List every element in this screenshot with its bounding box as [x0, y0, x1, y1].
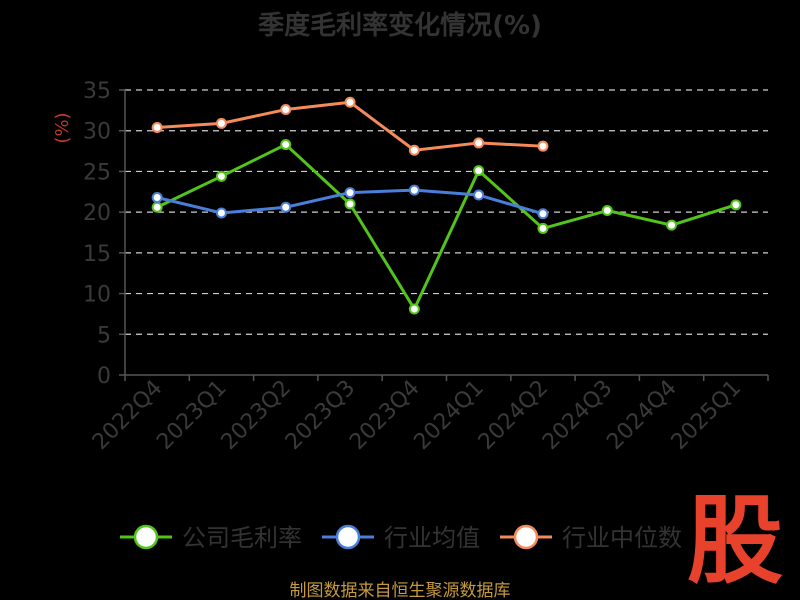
legend-marker	[133, 524, 159, 550]
legend-item-0[interactable]: 公司毛利率	[120, 524, 302, 552]
data-point[interactable]	[215, 117, 227, 129]
legend[interactable]: 公司毛利率 行业均值 行业中位数	[120, 524, 682, 552]
data-point[interactable]	[215, 170, 227, 182]
data-point[interactable]	[280, 139, 292, 151]
legend-item-2[interactable]: 行业中位数	[500, 524, 682, 552]
data-point[interactable]	[151, 201, 163, 213]
x-tick-label: 2024Q3	[538, 376, 617, 455]
x-tick-label: 2024Q2	[474, 376, 553, 455]
legend-item-1[interactable]: 行业均值	[322, 524, 480, 552]
chart-title: 季度毛利率变化情况(%)	[258, 10, 542, 41]
data-point[interactable]	[473, 165, 485, 177]
data-point[interactable]	[408, 303, 420, 315]
data-point[interactable]	[408, 144, 420, 156]
y-tick-labels: 0 5 10 15 20 25 30 35	[83, 79, 111, 389]
y-tick-label: 15	[83, 242, 111, 267]
y-tick-label: 20	[83, 201, 111, 226]
data-point[interactable]	[344, 187, 356, 199]
data-point[interactable]	[280, 201, 292, 213]
x-tick-label: 2023Q1	[152, 376, 231, 455]
x-tick-label: 2024Q4	[602, 376, 681, 455]
data-point[interactable]	[473, 137, 485, 149]
data-point[interactable]	[344, 198, 356, 210]
y-tick-label: 30	[83, 120, 111, 145]
data-point[interactable]	[280, 104, 292, 116]
data-point[interactable]	[344, 96, 356, 108]
x-tick-labels: 2022Q42023Q12023Q22023Q32023Q42024Q12024…	[88, 376, 746, 455]
data-point[interactable]	[601, 205, 613, 217]
data-source-note: 制图数据来自恒生聚源数据库	[290, 581, 511, 600]
x-tick-label: 2023Q2	[217, 376, 296, 455]
legend-marker	[513, 524, 539, 550]
legend-label: 行业中位数	[562, 524, 682, 552]
axes	[119, 89, 769, 381]
data-point[interactable]	[730, 199, 742, 211]
data-point[interactable]	[151, 121, 163, 133]
data-point[interactable]	[666, 219, 678, 231]
x-tick-label: 2023Q3	[281, 376, 360, 455]
legend-marker	[335, 524, 361, 550]
y-tick-label: 0	[97, 364, 111, 389]
x-tick-label: 2024Q1	[409, 376, 488, 455]
y-tick-label: 10	[83, 283, 111, 308]
x-tick-label: 2025Q1	[667, 376, 746, 455]
series-line-2	[157, 100, 544, 152]
y-axis-label: (%)	[52, 112, 73, 143]
data-point[interactable]	[473, 189, 485, 201]
data-point[interactable]	[537, 140, 549, 152]
data-point[interactable]	[215, 207, 227, 219]
data-point[interactable]	[537, 222, 549, 234]
legend-label: 公司毛利率	[182, 524, 302, 552]
series-line-0	[156, 143, 737, 311]
data-point[interactable]	[151, 191, 163, 203]
watermark-logo: 股	[687, 485, 783, 597]
x-tick-label: 2023Q4	[345, 376, 424, 455]
series-layer	[151, 96, 742, 315]
y-tick-label: 25	[83, 160, 111, 185]
grid-lines	[125, 89, 768, 335]
y-tick-label: 35	[83, 79, 111, 104]
y-tick-label: 5	[97, 323, 111, 348]
legend-label: 行业均值	[384, 524, 480, 552]
data-point[interactable]	[537, 208, 549, 220]
data-point[interactable]	[408, 184, 420, 196]
